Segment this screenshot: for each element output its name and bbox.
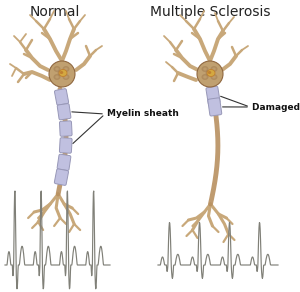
Ellipse shape bbox=[202, 66, 208, 72]
Ellipse shape bbox=[206, 70, 212, 76]
Ellipse shape bbox=[59, 72, 63, 74]
Ellipse shape bbox=[53, 66, 61, 72]
Ellipse shape bbox=[58, 70, 64, 76]
Ellipse shape bbox=[212, 76, 216, 79]
Ellipse shape bbox=[62, 66, 70, 72]
Ellipse shape bbox=[55, 67, 59, 70]
FancyBboxPatch shape bbox=[59, 121, 72, 136]
Ellipse shape bbox=[202, 74, 208, 80]
Ellipse shape bbox=[197, 61, 223, 87]
Text: Multiple Sclerosis: Multiple Sclerosis bbox=[150, 5, 270, 19]
Ellipse shape bbox=[59, 69, 67, 77]
FancyBboxPatch shape bbox=[208, 98, 222, 116]
Ellipse shape bbox=[208, 71, 211, 74]
Ellipse shape bbox=[212, 67, 216, 70]
Ellipse shape bbox=[211, 66, 218, 72]
Ellipse shape bbox=[64, 67, 68, 70]
Ellipse shape bbox=[207, 72, 211, 74]
FancyBboxPatch shape bbox=[59, 138, 72, 153]
Ellipse shape bbox=[203, 67, 207, 70]
Text: Myelin sheath: Myelin sheath bbox=[107, 110, 179, 119]
FancyBboxPatch shape bbox=[206, 86, 220, 105]
FancyBboxPatch shape bbox=[57, 154, 71, 171]
Ellipse shape bbox=[207, 69, 215, 77]
Ellipse shape bbox=[211, 74, 218, 80]
FancyBboxPatch shape bbox=[55, 89, 69, 105]
Ellipse shape bbox=[55, 76, 59, 79]
FancyBboxPatch shape bbox=[54, 169, 68, 185]
Ellipse shape bbox=[60, 71, 63, 74]
Ellipse shape bbox=[203, 76, 207, 79]
Ellipse shape bbox=[64, 76, 68, 79]
FancyBboxPatch shape bbox=[57, 104, 71, 120]
Ellipse shape bbox=[49, 61, 75, 87]
Ellipse shape bbox=[62, 74, 70, 80]
Text: Damaged myelin: Damaged myelin bbox=[252, 102, 300, 112]
Text: Normal: Normal bbox=[30, 5, 80, 19]
Ellipse shape bbox=[53, 74, 61, 80]
